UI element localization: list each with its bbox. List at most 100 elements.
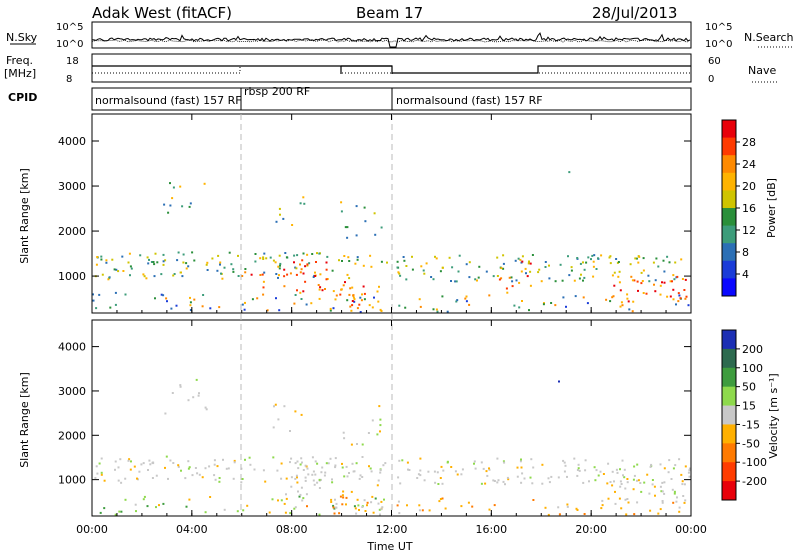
- velocity-cell: [398, 459, 401, 462]
- velocity-cell: [584, 459, 587, 462]
- power-cell: [278, 274, 280, 277]
- power-cell: [420, 265, 423, 268]
- velocity-cell: [675, 500, 678, 503]
- velocity-cell: [620, 507, 623, 510]
- power-cell: [128, 252, 131, 255]
- power-cell: [318, 252, 321, 255]
- power-cell: [518, 306, 521, 309]
- power-cell: [176, 259, 179, 262]
- velocity-cell: [213, 474, 216, 477]
- velocity-cell: [681, 483, 684, 486]
- power-cell: [275, 220, 278, 223]
- power-cell: [458, 254, 461, 257]
- velocity-cell: [406, 461, 409, 464]
- velocity-cell: [155, 506, 157, 509]
- colorbar-tick-label: -200: [742, 475, 767, 488]
- power-cell: [362, 285, 365, 288]
- velocity-cell: [355, 512, 358, 515]
- velocity-cell: [147, 469, 149, 471]
- power-cell: [529, 262, 532, 265]
- velocity-cell: [599, 470, 602, 473]
- power-cell: [256, 297, 259, 300]
- power-cell: [114, 303, 117, 306]
- velocity-cell: [264, 480, 267, 483]
- power-cell: [511, 280, 514, 283]
- power-cell: [502, 254, 505, 257]
- power-cell: [353, 298, 356, 301]
- velocity-cell: [433, 470, 436, 473]
- velocity-cell: [502, 480, 505, 483]
- power-cell: [162, 253, 165, 256]
- velocity-cell: [366, 501, 369, 504]
- power-cell: [219, 263, 221, 266]
- freq-unit: [MHz]: [4, 67, 36, 80]
- power-cell: [259, 257, 262, 260]
- velocity-cell: [272, 426, 275, 429]
- velocity-cell: [584, 469, 587, 472]
- velocity-cell: [558, 513, 561, 516]
- power-cell: [340, 288, 343, 291]
- velocity-cell: [497, 479, 500, 482]
- velocity-cell: [300, 413, 303, 416]
- power-cell: [277, 265, 280, 268]
- power-cell: [663, 281, 666, 284]
- velocity-cell: [305, 493, 308, 496]
- power-cell: [282, 217, 285, 220]
- velocity-cell: [663, 467, 666, 470]
- power-cell: [592, 275, 595, 278]
- power-cell: [244, 301, 246, 304]
- power-cell: [230, 263, 233, 266]
- velocity-cell: [523, 477, 526, 480]
- velocity-cell: [296, 476, 298, 479]
- power-cell: [241, 303, 244, 306]
- velocity-cell: [601, 504, 604, 507]
- power-cell: [678, 294, 681, 297]
- velocity-cell: [358, 477, 361, 480]
- power-cell: [344, 281, 346, 284]
- cpid-segment-1: normalsound (fast) 157 RF: [95, 94, 242, 107]
- y-tick-label: 2000: [58, 225, 86, 238]
- power-cell: [349, 305, 352, 308]
- power-cell: [396, 260, 399, 263]
- power-cell: [95, 263, 98, 266]
- velocity-cell: [248, 456, 251, 459]
- power-cell: [356, 307, 359, 310]
- power-cell: [423, 272, 426, 275]
- velocity-cell: [289, 430, 291, 432]
- velocity-cell: [678, 458, 681, 461]
- power-cell: [676, 275, 679, 278]
- power-cell: [567, 255, 569, 258]
- power-cell: [468, 261, 471, 264]
- velocity-cell: [253, 468, 256, 471]
- power-cell: [540, 280, 543, 283]
- power-cell: [645, 292, 648, 295]
- power-cell: [617, 275, 620, 278]
- velocity-cell: [378, 405, 381, 408]
- velocity-cell: [633, 474, 636, 477]
- power-cell: [474, 278, 477, 281]
- power-cell: [107, 278, 110, 281]
- velocity-cell: [290, 476, 293, 479]
- velocity-cell: [354, 507, 357, 510]
- power-cell: [609, 262, 612, 265]
- power-cell: [142, 273, 145, 276]
- velocity-cell: [289, 461, 291, 464]
- velocity-cell: [562, 459, 565, 462]
- velocity-cell: [135, 510, 137, 513]
- velocity-cell: [371, 419, 374, 422]
- velocity-cell: [204, 511, 207, 514]
- power-cell: [303, 202, 306, 205]
- velocity-cell: [294, 477, 297, 480]
- power-cell: [637, 261, 640, 264]
- power-cell: [278, 254, 281, 257]
- power-cell: [370, 265, 373, 268]
- power-cell: [105, 259, 108, 262]
- power-cell: [457, 270, 460, 273]
- power-cell: [672, 298, 675, 301]
- power-cell: [162, 294, 165, 297]
- power-cell: [619, 289, 622, 292]
- power-cell: [613, 271, 616, 274]
- power-cell: [380, 226, 383, 229]
- colorbar-tick-label: 8: [742, 246, 749, 259]
- velocity-cell: [276, 469, 279, 472]
